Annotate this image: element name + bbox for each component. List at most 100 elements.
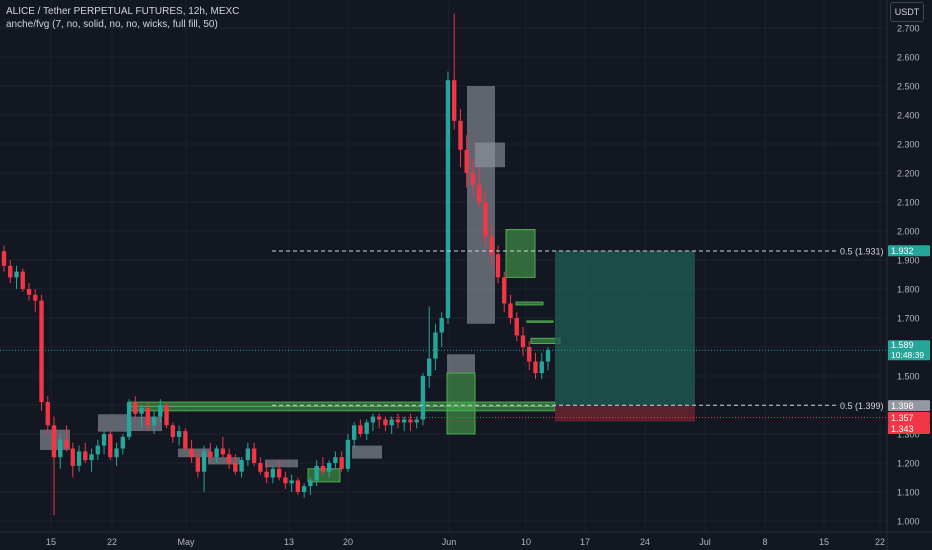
candle-body [376, 416, 382, 420]
y-tick-label: 2.000 [897, 227, 920, 237]
fvg-box-gray [208, 457, 240, 465]
candle-body [283, 477, 288, 484]
candle-body [351, 425, 357, 440]
y-tick-label: 2.500 [897, 82, 920, 92]
candle-body [408, 419, 413, 423]
chart-grid [0, 0, 886, 532]
currency-button[interactable]: USDT [890, 2, 924, 22]
candle-body [83, 451, 88, 461]
candle-body [1, 251, 7, 266]
fvg-box-gray [352, 445, 382, 459]
candle-body [464, 149, 469, 173]
candle-body [20, 271, 25, 289]
candle-body [539, 361, 544, 374]
fvg-box-green [129, 401, 556, 407]
y-tick-label: 1.500 [897, 372, 920, 382]
y-tick-label: 2.100 [897, 198, 920, 208]
x-tick-label: Jul [699, 537, 711, 547]
candle-body [251, 448, 257, 463]
candle-body [433, 332, 438, 359]
candle-body [527, 347, 532, 362]
time-axis[interactable]: 15 22 May 13 20 Jun 10 17 24 Jul 8 15 22 [0, 531, 932, 547]
candle-body [477, 184, 482, 202]
candle-body [39, 300, 44, 403]
candle-body [514, 318, 519, 336]
candle-body [395, 419, 401, 423]
price-label: 1.932 [891, 246, 914, 256]
fvg-box-green [129, 405, 556, 412]
candle-body [339, 457, 344, 469]
countdown-label: 10:48:39 [891, 350, 924, 360]
candle-body [545, 349, 551, 362]
x-tick-label: Jun [442, 537, 457, 547]
candle-body [245, 448, 251, 461]
fib-level-label: 0.5 (1.931) [840, 247, 884, 257]
y-tick-label: 1.000 [897, 517, 920, 527]
candle-body [239, 460, 244, 472]
y-tick-label: 2.200 [897, 169, 920, 179]
x-tick-label: 22 [875, 537, 885, 547]
candle-body [276, 468, 282, 478]
candle-body [95, 445, 100, 455]
candle-body [220, 448, 226, 455]
y-tick-label: 1.900 [897, 256, 920, 266]
candle-body [389, 419, 394, 426]
candle-body [8, 265, 13, 278]
price-label-bg [888, 411, 930, 423]
candle-body [445, 80, 451, 318]
price-label: 1.343 [891, 424, 914, 434]
candle-body [383, 419, 388, 426]
candle-body [320, 465, 326, 472]
y-tick-label: 1.100 [897, 488, 920, 498]
price-label: 1.398 [891, 401, 914, 411]
y-tick-label: 1.800 [897, 285, 920, 295]
candle-body [101, 434, 107, 446]
price-label: 1.589 [891, 340, 914, 350]
candle-body [176, 431, 182, 437]
x-tick-label: 15 [819, 537, 829, 547]
x-tick-label: 13 [284, 537, 294, 547]
price-label: 1.357 [891, 413, 914, 423]
indicator-label[interactable]: anche/fvg (7, no, solid, no, no, wicks, … [6, 19, 218, 30]
x-tick-label: 10 [521, 537, 531, 547]
candle-body [370, 416, 376, 423]
candle-body [270, 468, 276, 478]
y-tick-label: 2.300 [897, 140, 920, 150]
fib-level-label: 0.5 (1.399) [840, 401, 884, 411]
candle-body [401, 419, 407, 423]
candle-body [533, 361, 538, 374]
candle-body [483, 202, 488, 237]
candle-body [164, 405, 169, 426]
candle-body [195, 457, 201, 472]
symbol-title[interactable]: ALICE / Tether PERPETUAL FUTURES, 12h, M… [6, 6, 240, 17]
candle-body [502, 277, 507, 304]
fvg-box-green [505, 229, 536, 278]
candle-body [495, 254, 501, 278]
candle-body [295, 480, 301, 492]
candle-body [226, 454, 232, 463]
candle-body [489, 236, 494, 255]
candle-body [452, 80, 457, 121]
candle-body [301, 486, 307, 492]
fvg-box-green [526, 320, 554, 323]
fvg-box-gray [265, 459, 298, 468]
candle-body [233, 463, 238, 472]
fvg-box-green [446, 372, 476, 435]
target-zone [555, 250, 695, 406]
candle-body [258, 463, 263, 472]
candle-body [308, 480, 313, 487]
candle-body [70, 448, 75, 466]
x-tick-label: 24 [640, 537, 650, 547]
y-tick-label: 2.700 [897, 24, 920, 34]
candle-body [170, 425, 176, 437]
price-label-bg [888, 245, 930, 257]
price-label-bg [888, 422, 930, 434]
candle-body [158, 405, 163, 417]
stop-zone [555, 405, 695, 422]
fvg-boxes [40, 86, 561, 483]
candle-body [139, 407, 144, 414]
price-axis[interactable]: 2.700 2.600 2.500 2.400 2.300 2.200 2.100 2.000… [886, 0, 920, 550]
price-label-bg [888, 340, 930, 361]
